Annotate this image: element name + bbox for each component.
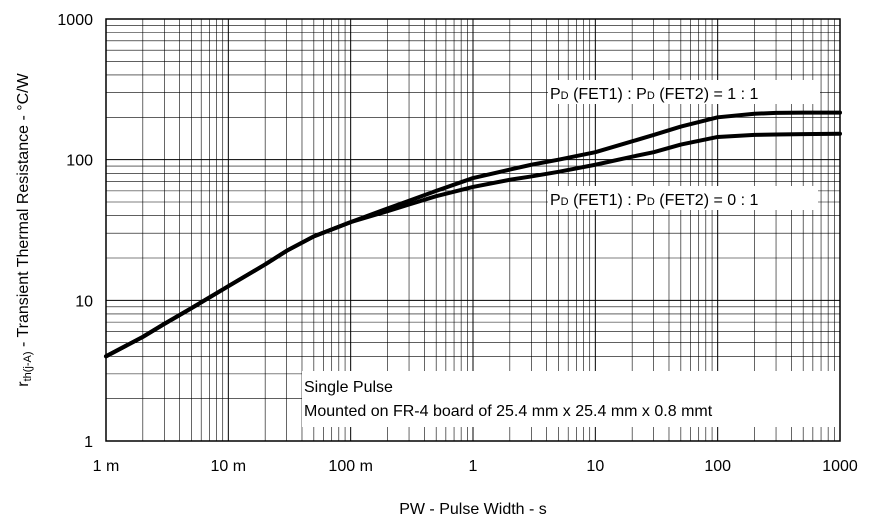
y-tick-label: 10 xyxy=(75,293,93,310)
plot-frame xyxy=(105,18,841,442)
note-box xyxy=(302,371,840,427)
y-tick-label: 1 xyxy=(84,434,93,451)
note-mounting: Mounted on FR-4 board of 25.4 mm x 25.4 … xyxy=(304,403,713,420)
label-ratio-1-1: PD (FET1) : PD (FET2) = 1 : 1 xyxy=(548,80,820,104)
label-ratio-0-1-background xyxy=(548,186,818,210)
label-ratio-1-1-background xyxy=(548,80,820,104)
x-tick-labels: 1 m 10 m 100 m 1 10 100 1000 xyxy=(93,458,858,475)
x-tick-label: 1000 xyxy=(822,458,858,475)
major-grid xyxy=(106,19,840,441)
y-tick-labels: 1 10 100 1000 xyxy=(57,12,93,451)
y-tick-label: 100 xyxy=(66,153,93,170)
x-tick-label: 1 m xyxy=(93,458,120,475)
series-line-ratio-0-1 xyxy=(104,131,842,359)
x-tick-label: 100 m xyxy=(328,458,372,475)
series-layer xyxy=(104,110,842,359)
x-tick-label: 10 xyxy=(586,458,604,475)
label-ratio-0-1-text: PD (FET1) : PD (FET2) = 0 : 1 xyxy=(550,192,759,209)
label-ratio-1-1-text: PD (FET1) : PD (FET2) = 1 : 1 xyxy=(550,86,759,103)
note-single-pulse: Single Pulse xyxy=(304,379,393,396)
y-tick-label: 1000 xyxy=(57,12,93,29)
label-ratio-0-1: PD (FET1) : PD (FET2) = 0 : 1 xyxy=(548,186,818,210)
x-tick-label: 1 xyxy=(469,458,478,475)
x-tick-label: 100 xyxy=(704,458,731,475)
x-axis-label: PW - Pulse Width - s xyxy=(399,501,547,518)
x-tick-label: 10 m xyxy=(211,458,247,475)
y-axis-label: rth(j-A) - Transient Thermal Resistance … xyxy=(15,72,34,386)
